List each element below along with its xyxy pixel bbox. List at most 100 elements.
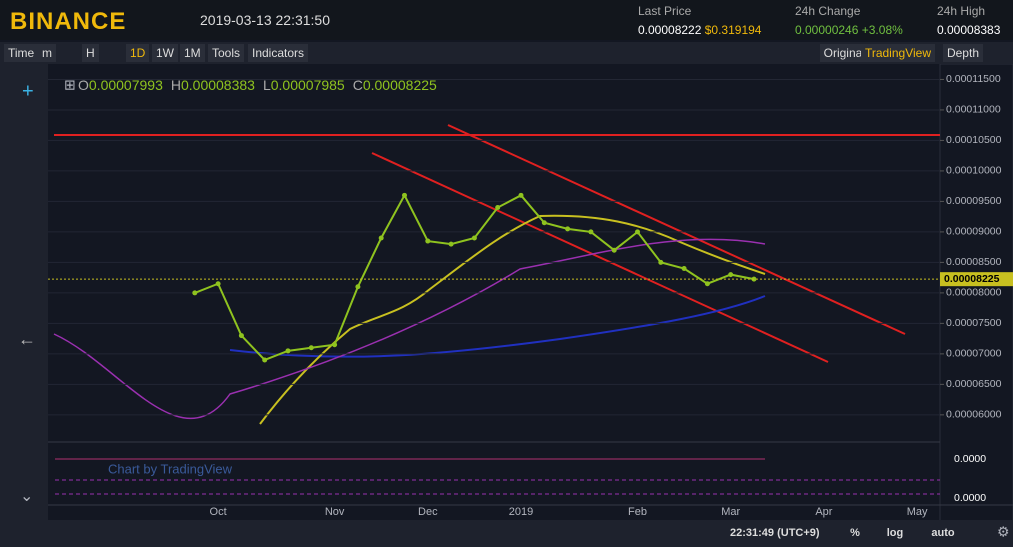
price-point — [425, 238, 431, 244]
tool-icon[interactable]: ⌄ — [20, 488, 33, 505]
toolbar-button[interactable]: Tools — [208, 44, 245, 62]
price-line — [194, 193, 755, 362]
price-point — [238, 333, 244, 339]
stat: 24h High 0.00008383 — [937, 4, 1000, 37]
ohlc-key: H — [171, 77, 181, 93]
y-tick-label: 0.00006000 — [946, 409, 1002, 421]
toolbar-button[interactable]: 1W — [152, 44, 178, 62]
price-point — [448, 241, 454, 247]
datetime: 2019-03-13 22:31:50 — [200, 12, 330, 28]
ohlc: O0.00007993 H0.00008383 L0.00007985 C0.0000… — [78, 77, 437, 93]
toolbar-button[interactable]: m — [38, 44, 56, 62]
x-tick-label: Mar — [721, 506, 740, 518]
stat-extra: $0.319194 — [704, 23, 762, 37]
x-tick-label: 2019 — [509, 506, 533, 518]
settings-icon[interactable]: ⚙ — [997, 524, 1010, 540]
x-tick-label: Dec — [418, 506, 438, 518]
y-tick-label: 0.00007500 — [946, 317, 1002, 329]
ohlc-box[interactable]: ⊞ — [64, 77, 76, 93]
toolbar-button[interactable]: 1D — [126, 44, 150, 62]
toolbar-button[interactable]: Time — [4, 44, 39, 62]
ohlc-key: L — [263, 77, 271, 93]
toolbar-button[interactable]: 1M — [180, 44, 205, 62]
bottom-bar — [0, 520, 1013, 547]
stat-value: 0.00008222 $0.319194 — [638, 23, 761, 37]
indicator-tick-label: 0.0000 — [954, 453, 986, 465]
toolbar-button[interactable]: Depth — [942, 44, 983, 62]
price-point — [635, 229, 640, 235]
toolbar-button[interactable]: Indicators — [248, 44, 309, 62]
y-tick-label: 0.00011500 — [946, 73, 1001, 85]
price-point — [308, 345, 314, 351]
stat-value: 0.00008222 — [638, 23, 702, 37]
y-tick-label: 0.00007000 — [946, 348, 1002, 360]
price-point — [495, 205, 501, 211]
x-tick-label: Oct — [210, 506, 227, 518]
stat: 24h Change 0.00000246 +3.08% — [795, 4, 903, 37]
chart: ⊞ ⌄ + ← ⚙ O0.00007993 H0.00008383 L0.00007… — [0, 64, 1013, 547]
price-point — [728, 272, 734, 278]
moving-average — [53, 238, 766, 420]
footer-button[interactable]: % — [850, 527, 860, 539]
crosshair-icon[interactable]: + — [22, 80, 34, 102]
price-point — [471, 235, 477, 241]
x-tick-label: Apr — [815, 506, 832, 518]
indicator-tick-label: 0.0000 — [954, 492, 986, 504]
footer-button[interactable]: log — [887, 527, 904, 539]
toolbar-button[interactable]: TradingView — [860, 44, 935, 62]
stat-value: 0.00000246 +3.08% — [795, 23, 903, 37]
toolbar-button[interactable]: H — [82, 44, 99, 62]
ohlc-value: 0.00007993 — [89, 77, 163, 93]
stat-label: 24h High — [937, 4, 986, 18]
price-point — [262, 357, 268, 363]
price-point — [565, 226, 571, 232]
y-tick-label: 0.00009000 — [946, 226, 1002, 238]
price-point — [541, 220, 547, 226]
toolbar: Time m H 1D 1W 1M Tools Indicators Original Tradi… — [0, 42, 1013, 64]
price-point — [681, 265, 687, 271]
price-point — [611, 247, 617, 253]
toolbar-button[interactable]: Original — [819, 44, 869, 62]
ohlc-value: 0.00008383 — [181, 77, 255, 93]
x-tick-label: May — [907, 506, 928, 518]
price-point — [215, 281, 221, 287]
y-tick-label: 0.00006500 — [946, 378, 1002, 390]
last-price-tag — [940, 272, 1013, 287]
price-point — [285, 348, 291, 354]
brand[interactable]: BINANCE — [10, 8, 127, 35]
stat: Last Price 0.00008222 $0.319194 — [638, 4, 761, 37]
y-tick-label: 0.00011000 — [946, 104, 1001, 116]
last-price-label: 0.00008225 — [944, 273, 1000, 285]
tool-panel — [0, 64, 48, 547]
footer-time: 22:31:49 (UTC+9) — [730, 527, 820, 539]
y-tick-label: 0.00008000 — [946, 287, 1002, 299]
x-tick-label: Nov — [325, 506, 345, 518]
indicator-watermark: Chart by TradingView — [108, 461, 233, 476]
drawn-line — [447, 124, 906, 335]
footer-button[interactable]: auto — [931, 527, 955, 539]
ohlc-key: C — [353, 77, 363, 93]
price-point — [704, 281, 710, 287]
price-point — [192, 290, 198, 296]
y-tick-label: 0.00010500 — [946, 134, 1002, 146]
y-tick-label: 0.00010000 — [946, 165, 1002, 177]
x-tick-label: Feb — [628, 506, 647, 518]
price-point — [518, 192, 524, 198]
stat-label: 24h Change — [795, 4, 861, 18]
back-icon[interactable]: ← — [18, 329, 36, 349]
price-axis — [939, 64, 1013, 547]
stat-label: Last Price — [638, 4, 692, 18]
moving-average — [229, 295, 766, 358]
stat-value: 0.00008383 — [937, 23, 1001, 37]
stat-extra: +3.08% — [861, 23, 903, 37]
header: BINANCE 2019-03-13 22:31:50 Last Price 0… — [0, 0, 1013, 40]
drawn-line — [371, 152, 829, 363]
stat-value: 0.00000246 — [795, 23, 859, 37]
price-point — [355, 284, 361, 290]
price-point — [402, 192, 407, 198]
price-point — [378, 235, 384, 241]
moving-average — [259, 214, 766, 425]
price-point — [658, 259, 664, 265]
price-point — [332, 342, 338, 348]
